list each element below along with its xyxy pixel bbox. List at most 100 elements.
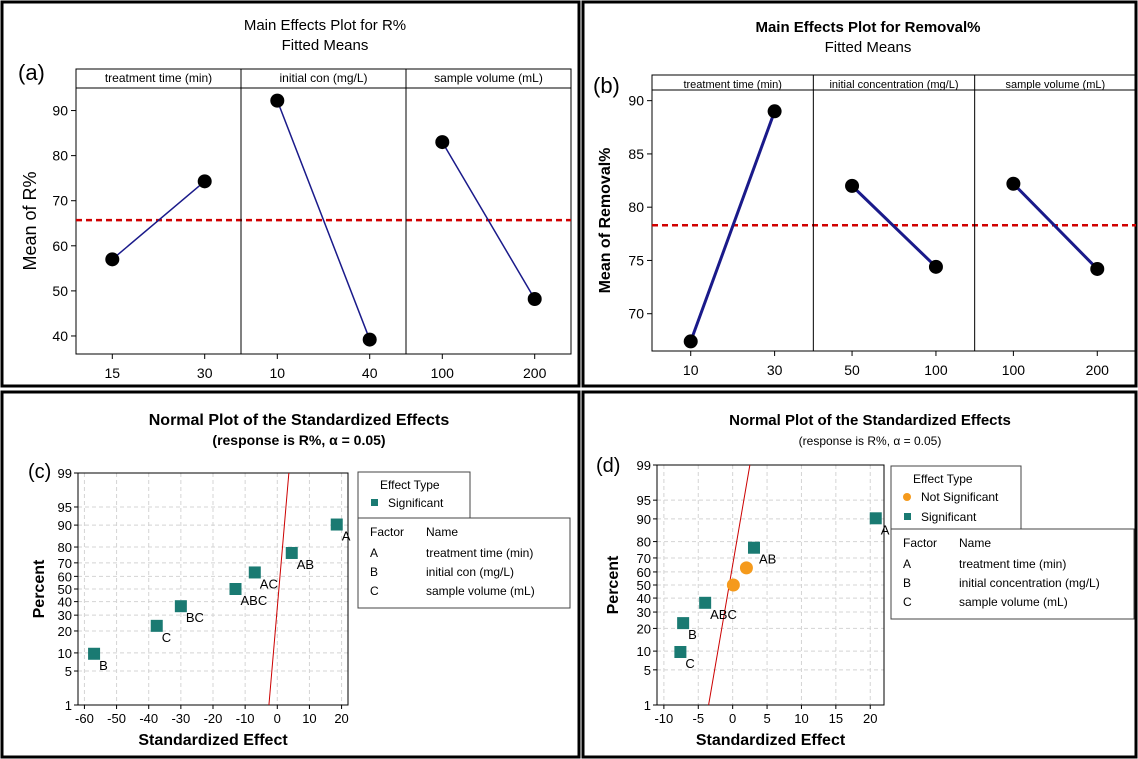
x-tick-label: 200 <box>523 365 547 381</box>
y-tick-label: 90 <box>637 512 651 527</box>
panel-label: (b) <box>593 73 620 98</box>
y-tick-label: 60 <box>52 238 68 254</box>
y-tick-label: 20 <box>637 621 651 636</box>
chart-subtitle: (response is R%, α = 0.05) <box>212 432 385 448</box>
effect-point-significant <box>674 645 687 658</box>
chart-title: Main Effects Plot for R% <box>244 17 406 34</box>
data-point-low <box>105 252 120 267</box>
effect-point-label: A <box>342 529 351 544</box>
y-tick-label: 60 <box>637 565 651 580</box>
effect-line <box>689 110 777 342</box>
x-tick-label: 0 <box>274 711 281 726</box>
legend-marker-significant <box>371 499 378 506</box>
y-tick-label: 80 <box>637 535 651 550</box>
y-tick-label: 20 <box>58 624 72 639</box>
x-tick-label: -30 <box>171 711 190 726</box>
legend-box <box>890 465 1022 533</box>
facet-label: sample volume (mL) <box>434 71 543 85</box>
effect-point-not-significant <box>739 561 753 575</box>
y-tick-label: 1 <box>644 698 651 713</box>
y-tick-label: 30 <box>637 605 651 620</box>
effect-point-significant <box>330 518 343 531</box>
y-tick-label: 10 <box>637 644 651 659</box>
factor-table <box>357 517 571 609</box>
plot-area <box>651 74 1137 352</box>
y-tick-label: 90 <box>58 518 72 533</box>
x-tick-label: 200 <box>1086 362 1110 378</box>
x-tick-label: -5 <box>692 711 704 726</box>
y-tick-label: 85 <box>628 146 644 162</box>
y-tick-label: 80 <box>52 148 68 164</box>
data-point-high <box>527 291 542 306</box>
factor-table-name: initial concentration (mg/L) <box>959 576 1100 590</box>
effect-point-significant <box>677 617 690 630</box>
x-tick-label: 10 <box>302 711 316 726</box>
data-point-high <box>928 259 943 274</box>
x-tick-label: -40 <box>139 711 158 726</box>
factor-table-name: sample volume (mL) <box>426 584 535 598</box>
y-tick-label: 70 <box>628 306 644 322</box>
effect-point-significant <box>747 541 760 554</box>
x-tick-label: 15 <box>105 365 121 381</box>
x-axis-label: Standardized Effect <box>696 732 846 749</box>
x-tick-label: -10 <box>654 711 673 726</box>
y-tick-label: 95 <box>637 493 651 508</box>
effect-point-significant <box>150 619 163 632</box>
x-tick-label: 20 <box>863 711 877 726</box>
factor-table-code: C <box>370 584 379 598</box>
x-tick-label: 10 <box>794 711 808 726</box>
x-axis-label: Standardized Effect <box>138 732 288 749</box>
factor-table <box>890 528 1135 620</box>
legend-entry: Significant <box>921 510 977 524</box>
factor-table-header: Name <box>426 525 458 539</box>
effect-line <box>441 141 536 300</box>
effect-point-significant <box>174 600 187 613</box>
effect-line <box>111 180 206 260</box>
legend-title: Effect Type <box>380 478 440 492</box>
data-point-high <box>362 332 377 347</box>
legend-box <box>357 471 471 519</box>
data-point-high <box>1090 261 1105 276</box>
main-effects-panel-a: Main Effects Plot for R% Fitted Means (a) 4… <box>18 17 572 381</box>
y-tick-label: 30 <box>58 608 72 623</box>
effect-point-label: C <box>162 630 171 645</box>
x-tick-label: -60 <box>75 711 94 726</box>
factor-table-code: B <box>370 565 378 579</box>
factor-table-code: A <box>370 546 378 560</box>
y-tick-label: 50 <box>52 283 68 299</box>
legend-marker-significant <box>904 513 911 520</box>
data-point-low <box>683 334 698 349</box>
factor-table-code: A <box>903 557 911 571</box>
factor-table-header: Name <box>959 536 991 550</box>
x-tick-label: 100 <box>924 362 948 378</box>
y-tick-label: 50 <box>58 582 72 597</box>
effect-point-not-significant <box>726 578 740 592</box>
panel-label: (c) <box>28 461 51 483</box>
y-tick-label: 70 <box>52 193 68 209</box>
effect-point-significant <box>88 647 101 660</box>
plot-area <box>75 68 572 355</box>
y-axis-label: Percent <box>605 555 622 614</box>
effect-point-label: A <box>881 522 890 537</box>
y-tick-label: 40 <box>52 328 68 344</box>
x-tick-label: 40 <box>362 365 378 381</box>
y-tick-label: 75 <box>628 252 644 268</box>
factor-table-code: C <box>903 595 912 609</box>
chart-subtitle: Fitted Means <box>282 37 369 54</box>
y-tick-label: 50 <box>637 578 651 593</box>
effect-point-label: AB <box>297 557 314 572</box>
x-tick-label: 5 <box>763 711 770 726</box>
data-point-high <box>767 104 782 119</box>
y-tick-label: 99 <box>58 466 72 481</box>
effect-point-significant <box>229 583 242 595</box>
factor-table-code: B <box>903 576 911 590</box>
main-effects-panel-b: Main Effects Plot for Removal% Fitted Mea… <box>593 19 1137 378</box>
y-tick-label: 90 <box>52 103 68 119</box>
effect-point-label: ABC <box>241 593 268 608</box>
effect-line <box>1012 182 1099 271</box>
effect-point-significant <box>699 596 712 609</box>
effect-line <box>276 100 371 340</box>
facet-label: sample volume (mL) <box>1006 79 1106 91</box>
chart-subtitle: Fitted Means <box>825 39 912 56</box>
